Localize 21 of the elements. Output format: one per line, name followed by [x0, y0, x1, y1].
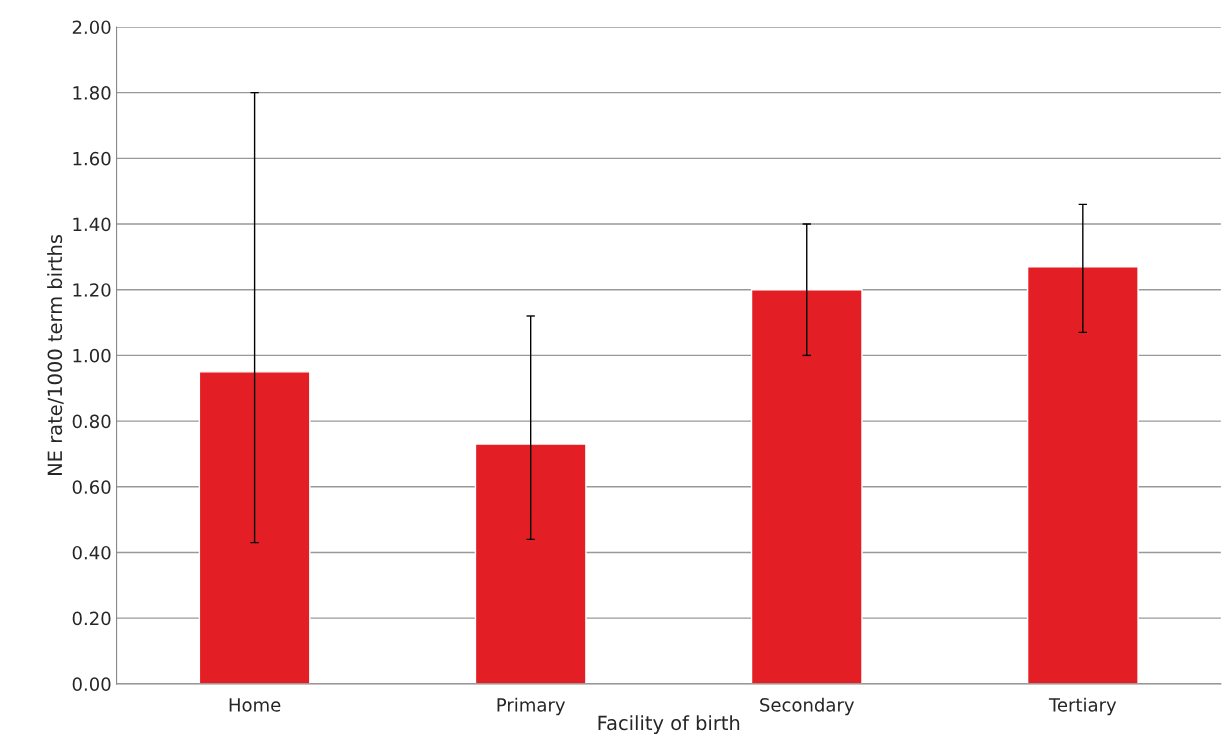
- y-tick-label: 2.00: [72, 20, 111, 35]
- x-tick-label: Tertiary: [1048, 697, 1117, 716]
- y-tick-label: 1.00: [73, 348, 111, 363]
- y-tick-label: 0.00: [72, 677, 111, 691]
- y-axis-title: NE rate/1000 term births: [47, 234, 64, 475]
- x-tick-label: Home: [229, 698, 281, 712]
- y-tick-label: 0.20: [72, 611, 111, 626]
- x-tick-label: Secondary: [760, 697, 855, 716]
- bar: [198, 371, 311, 684]
- bar: [474, 443, 587, 684]
- y-tick-label: 1.80: [73, 86, 111, 100]
- bar: [750, 289, 863, 684]
- y-tick-label: 0.60: [72, 480, 111, 494]
- y-tick-label: 1.60: [73, 151, 111, 166]
- y-tick-label: 1.40: [73, 217, 111, 232]
- x-tick-label: Primary: [497, 697, 566, 716]
- y-tick-label: 0.80: [72, 414, 111, 429]
- x-axis-title: Facility of birth: [598, 715, 740, 735]
- bar: [1026, 266, 1139, 684]
- y-tick-label: 1.20: [73, 283, 111, 297]
- y-tick-label: 0.40: [72, 545, 111, 560]
